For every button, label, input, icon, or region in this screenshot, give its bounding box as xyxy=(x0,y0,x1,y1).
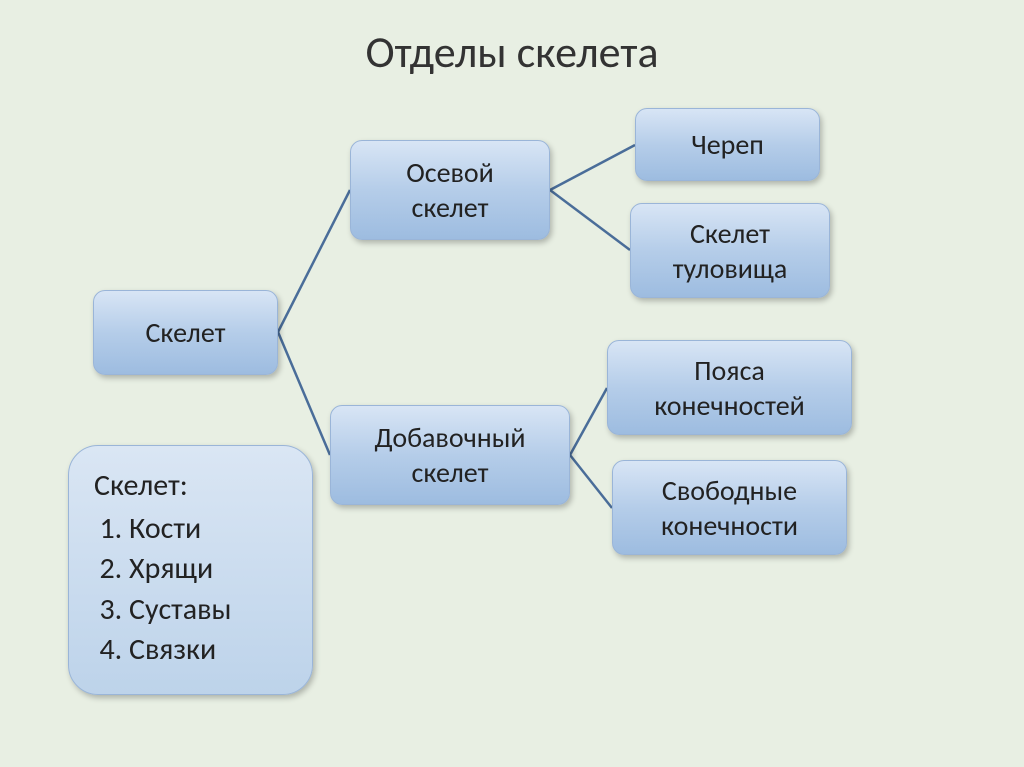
node-label: Череп xyxy=(691,127,764,162)
edge xyxy=(278,190,350,332)
node-label: Скелеттуловища xyxy=(673,216,788,286)
tree-root-node: Скелет xyxy=(93,290,278,375)
tree-level1-node: Осевойскелет xyxy=(350,140,550,240)
node-label: Скелет xyxy=(145,315,225,350)
info-list-item: Суставы xyxy=(129,590,287,631)
info-list: Кости Хрящи Суставы Связки xyxy=(129,509,287,671)
tree-level2-node: Скелеттуловища xyxy=(630,203,830,298)
info-heading: Скелет: xyxy=(94,466,287,507)
tree-level2-node: Череп xyxy=(635,108,820,181)
edge xyxy=(278,332,330,455)
page-title: Отделы скелета xyxy=(0,25,1024,79)
info-list-item: Хрящи xyxy=(129,549,287,590)
info-box: Скелет: Кости Хрящи Суставы Связки xyxy=(68,445,313,695)
node-label: Свободныеконечности xyxy=(661,473,798,543)
tree-level2-node: Поясаконечностей xyxy=(607,340,852,435)
edge xyxy=(550,190,630,250)
edge xyxy=(570,388,607,455)
edge xyxy=(570,455,612,508)
node-label: Поясаконечностей xyxy=(654,353,805,423)
node-label: Осевойскелет xyxy=(406,155,494,225)
node-label: Добавочныйскелет xyxy=(375,420,526,490)
edge xyxy=(550,145,635,190)
info-list-item: Кости xyxy=(129,509,287,550)
tree-level2-node: Свободныеконечности xyxy=(612,460,847,555)
tree-level1-node: Добавочныйскелет xyxy=(330,405,570,505)
info-list-item: Связки xyxy=(129,630,287,671)
